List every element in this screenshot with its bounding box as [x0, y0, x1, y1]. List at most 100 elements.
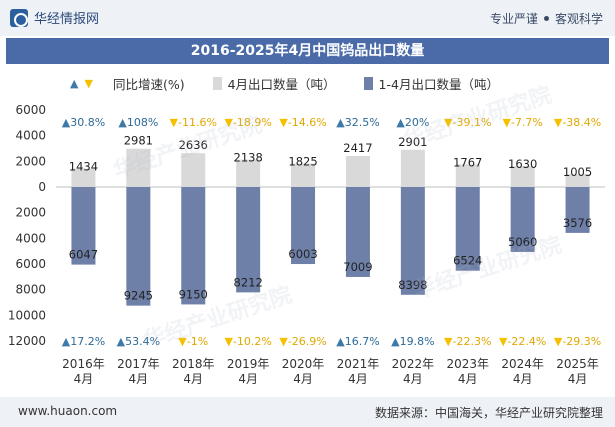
growth-april-value: -39.1% — [453, 116, 492, 129]
april-bar — [510, 166, 535, 187]
growth-cumulative-label: ▼-22.4% — [499, 335, 546, 348]
triangle-up-icon: ▲ — [62, 335, 71, 348]
x-tick-line: 2019年 — [227, 357, 270, 371]
growth-cumulative-value: -22.3% — [453, 335, 492, 348]
y-tick-label: 2000 — [15, 206, 46, 220]
april-value-label: 2417 — [343, 141, 372, 155]
growth-april-value: -7.7% — [511, 116, 543, 129]
y-tick-label: 0 — [38, 180, 46, 194]
cumulative-bar — [126, 187, 151, 306]
april-bar — [400, 149, 425, 187]
april-value-label: 1434 — [69, 160, 98, 174]
footer-url[interactable]: www.huaon.com — [18, 404, 118, 418]
y-tick-label: 10000 — [8, 308, 46, 322]
april-value-label: 2138 — [234, 151, 263, 165]
growth-april-label: ▲108% — [118, 116, 158, 129]
y-tick-label: 12000 — [8, 334, 46, 348]
triangle-up-icon: ▲ — [62, 116, 71, 129]
x-tick-line: 4月 — [129, 372, 149, 386]
growth-april-label: ▲32.5% — [336, 116, 379, 129]
april-value-label: 1825 — [288, 155, 317, 169]
april-bar — [236, 159, 261, 187]
x-tick-line: 2023年 — [446, 357, 489, 371]
growth-cumulative-value: 19.8% — [400, 335, 435, 348]
triangle-up-icon: ▲ — [117, 335, 126, 348]
triangle-down-icon: ▼ — [279, 116, 288, 129]
growth-cumulative-value: 53.4% — [125, 335, 160, 348]
growth-cumulative-value: -1% — [187, 335, 208, 348]
cumulative-bar — [71, 187, 96, 265]
growth-april-value: -14.6% — [288, 116, 327, 129]
legend-growth-label: 同比增速(%) — [112, 77, 185, 92]
x-tick-line: 2022年 — [392, 357, 435, 371]
growth-cumulative-label: ▲17.2% — [62, 335, 105, 348]
top-bar: 华经情报网 专业严谨 客观科学 — [0, 0, 615, 36]
slogan-a: 专业严谨 — [489, 12, 538, 26]
cumulative-bar — [236, 187, 261, 293]
y-tick-label: 6000 — [15, 103, 46, 117]
triangle-down-icon: ▼ — [279, 335, 288, 348]
growth-cumulative-label: ▼-29.3% — [554, 335, 601, 348]
x-tick-line: 2024年 — [501, 357, 544, 371]
triangle-down-icon: ▼ — [502, 116, 511, 129]
growth-april-value: -18.9% — [233, 116, 272, 129]
brand[interactable]: 华经情报网 — [10, 8, 99, 27]
triangle-up-icon: ▲ — [118, 116, 127, 129]
x-tick-line: 2025年 — [556, 357, 599, 371]
legend-april: 4月出口数量（吨） — [212, 74, 336, 93]
y-tick-label: 6000 — [15, 257, 46, 271]
slogan-b: 客观科学 — [554, 12, 603, 26]
chart-title: 2016-2025年4月中国钨品出口数量 — [6, 38, 609, 64]
april-bar — [565, 174, 590, 187]
april-bar — [345, 155, 370, 187]
x-tick-line: 4月 — [513, 372, 533, 386]
april-bar — [291, 163, 316, 187]
x-tick-label: 2018年 4月 — [172, 357, 215, 386]
growth-cumulative-value: 16.7% — [345, 335, 380, 348]
growth-cumulative-label: ▲19.8% — [391, 335, 434, 348]
triangle-up-icon: ▲ — [70, 77, 79, 90]
cumulative-value-label: 9150 — [179, 287, 208, 301]
growth-april-label: ▼-7.7% — [502, 116, 542, 129]
cumulative-bar — [345, 187, 370, 277]
x-tick-label: 2022年 4月 — [392, 357, 435, 386]
x-tick-line: 4月 — [568, 372, 588, 386]
growth-cumulative-value: -22.4% — [507, 335, 546, 348]
legend-april-swatch — [212, 77, 222, 90]
legend-cumulative: 1-4月出口数量（吨） — [363, 74, 499, 93]
april-bar — [455, 164, 480, 187]
x-tick-label: 2020年 4月 — [282, 357, 325, 386]
y-tick-label: 4000 — [15, 231, 46, 245]
bullet-icon — [543, 16, 549, 21]
triangle-down-icon: ▼ — [554, 116, 563, 129]
x-tick-label: 2025年 4月 — [556, 357, 599, 386]
growth-cumulative-label: ▼-26.9% — [279, 335, 326, 348]
april-bar — [181, 153, 206, 187]
growth-cumulative-value: -10.2% — [233, 335, 272, 348]
april-bar — [71, 168, 96, 187]
triangle-up-icon: ▲ — [391, 335, 400, 348]
x-tick-label: 2019年 4月 — [227, 357, 270, 386]
triangle-down-icon: ▼ — [84, 77, 93, 90]
logo-icon — [10, 8, 28, 27]
growth-april-label: ▼-39.1% — [444, 116, 491, 129]
growth-april-label: ▲30.8% — [62, 116, 105, 129]
brand-name: 华经情报网 — [34, 12, 100, 27]
cumulative-value-label: 8212 — [234, 275, 263, 289]
x-tick-line: 4月 — [238, 372, 258, 386]
legend-april-label: 4月出口数量（吨） — [227, 77, 336, 92]
cumulative-value-label: 7009 — [343, 260, 372, 274]
x-tick-line: 4月 — [183, 372, 203, 386]
legend-cumulative-swatch — [363, 77, 373, 90]
triangle-down-icon: ▼ — [554, 335, 563, 348]
cumulative-bar — [400, 187, 425, 295]
cumulative-value-label: 8398 — [398, 278, 427, 292]
triangle-down-icon: ▼ — [224, 335, 233, 348]
x-tick-line: 2016年 — [62, 357, 105, 371]
cumulative-bar — [510, 187, 535, 252]
legend: ▲ ▼ 同比增速(%) 4月出口数量（吨） 1-4月出口数量（吨） — [70, 74, 499, 93]
x-tick-line: 4月 — [348, 372, 368, 386]
growth-april-label: ▼-11.6% — [170, 116, 217, 129]
growth-cumulative-label: ▼-22.3% — [444, 335, 491, 348]
triangle-down-icon: ▼ — [170, 116, 179, 129]
